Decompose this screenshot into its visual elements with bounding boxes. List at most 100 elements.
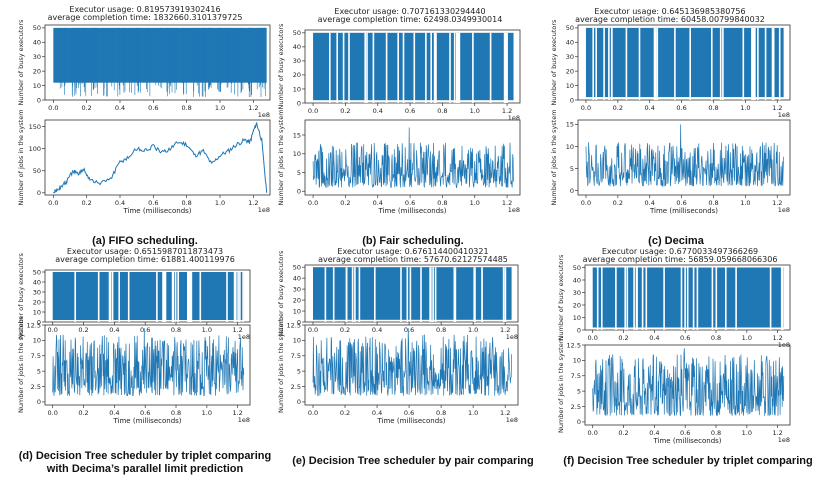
panel-d-caption-line2: with Decima’s parallel limit prediction	[46, 463, 244, 475]
panel-b-jobs-xtick-label: 0.2	[340, 199, 350, 207]
panel-d-jobs-xtick-label: 1.2	[232, 409, 242, 417]
panel-b-executors-xtick-label: 0.8	[437, 107, 447, 115]
panel-b-caption: (b) Fair scheduling.	[362, 235, 464, 247]
panel-c-executors-ytick-label: 30	[566, 53, 574, 61]
panel-a-jobs-xtick-label: 1.0	[215, 199, 225, 207]
panel-a-jobs-ylabel: Number of jobs in the system	[17, 109, 25, 205]
panel-d-jobs-frame	[44, 324, 251, 406]
panel-b-jobs-xtick-label: 1.0	[470, 199, 480, 207]
panel-e-jobs-xtick-label: 1.0	[468, 409, 478, 417]
panel-a-executors-ytick-label: 30	[33, 53, 41, 61]
panel-d-executors-ylabel: Number of busy executors	[17, 252, 25, 338]
panel-d-jobs-xtick-label: 0.4	[109, 409, 119, 417]
panel-b-executors-ytick-label: 50	[293, 29, 301, 37]
panel-d-executors-ytick-label: 10	[33, 308, 41, 316]
panel-d-jobs-xtick-label: 1.0	[202, 409, 212, 417]
panel-e-jobs-xscale: 1e8	[506, 416, 518, 424]
panel-e-executors-xtick-label: 1.2	[500, 326, 510, 334]
panel-c-jobs-xtick-label: 0.0	[581, 199, 591, 207]
panel-a-jobs-frame	[44, 119, 271, 196]
panel-a-caption: (a) FIFO scheduling.	[92, 235, 198, 247]
panel-a-title-completion: average completion time: 1832660.3101379…	[47, 13, 243, 22]
panel-d-jobs-xscale: 1e8	[238, 416, 250, 424]
panel-e-jobs-ytick-label: 0	[297, 398, 301, 406]
panel-e-jobs-ytick-label: 7.5	[291, 352, 301, 360]
panel-b-jobs-line	[312, 127, 514, 189]
panel-e-jobs-xlabel: Time (milliseconds)	[376, 417, 445, 425]
panel-c-executors-ytick-label: 40	[566, 39, 574, 47]
panel-c-jobs-xlabel: Time (milliseconds)	[649, 207, 718, 215]
panel-f-title-usage: Executor usage: 0.6770033497366269	[601, 247, 759, 256]
panel-e-executors-xtick-label: 0.6	[404, 326, 414, 334]
panel-e-executors-xtick-label: 0.0	[308, 326, 318, 334]
panel-b-jobs-ylabel: Number of jobs in the system	[277, 109, 285, 205]
panel-c-executors-ytick-label: 50	[566, 24, 574, 32]
panel-f-jobs-xscale: 1e8	[778, 436, 790, 444]
panel-b-jobs-xscale: 1e8	[508, 206, 520, 214]
panel-d-jobs-ytick-label: 12.5	[27, 321, 41, 329]
panel-b-jobs-xtick-label: 1.2	[502, 199, 512, 207]
panel-d-jobs-xtick-label: 0.0	[48, 409, 58, 417]
panel-b-executors-ytick-label: 0	[297, 99, 301, 107]
panel-f-executors-xtick-label: 0.4	[649, 334, 659, 342]
panel-b-jobs-ytick-label: 10	[293, 150, 301, 158]
panel-a-jobs-xtick-label: 0.6	[148, 199, 158, 207]
panel-a-executors-ytick-label: 50	[33, 24, 41, 32]
panel-d-executors-xtick-label: 1.2	[232, 326, 242, 334]
panel-c-title-completion: average completion time: 60458.007998400…	[575, 15, 765, 24]
panel-d-executors-xtick-label: 0.6	[140, 326, 150, 334]
panel-c-executors-ytick-label: 0	[570, 96, 574, 104]
panel-b-executors-ytick-label: 30	[293, 57, 301, 65]
panel-f-executors-ytick-label: 30	[573, 289, 581, 297]
panel-c-executors-ylabel: Number of busy executors	[550, 19, 558, 105]
panel-d-executors-ytick-label: 40	[33, 278, 41, 286]
panel-a-jobs-xtick-label: 0.4	[115, 199, 125, 207]
panel-a-jobs-ytick-label: 50	[33, 167, 41, 175]
panel-a-executors-frame	[44, 24, 271, 101]
panel-c-jobs-ytick-label: 10	[566, 143, 574, 151]
panel-a-jobs-xtick-label: 0.2	[81, 199, 91, 207]
panel-d-executors-band	[52, 272, 244, 320]
panel-c-executors-gaps	[592, 27, 781, 100]
panel-c-jobs-xscale: 1e8	[778, 206, 790, 214]
panel-a-jobs-xtick-label: 1.2	[248, 199, 258, 207]
panel-e-executors-frame	[304, 264, 519, 323]
panel-f-title-completion: average completion time: 56859.059668066…	[582, 255, 778, 264]
panel-e-jobs-xtick-label: 0.2	[340, 409, 350, 417]
panel-e-jobs-ytick-label: 12.5	[287, 321, 301, 329]
panel-a-jobs-ytick-label: 150	[29, 123, 41, 131]
panel-f-jobs-xtick-label: 0.4	[649, 429, 659, 437]
panel-a-executors-ylabel: Number of busy executors	[17, 19, 25, 105]
panel-e-executors-xtick-label: 0.8	[436, 326, 446, 334]
panel-f-jobs-frame	[584, 344, 791, 426]
panel-f-jobs-xlabel: Time (milliseconds)	[652, 437, 721, 445]
panel-b-jobs-xtick-label: 0.6	[405, 199, 415, 207]
panel-b-jobs-frame	[304, 119, 521, 196]
panel-e-executors-ylabel: Number of busy executors	[277, 250, 285, 336]
panel-c-executors-xtick-label: 1.2	[772, 104, 782, 112]
panel-b-jobs-xtick-label: 0.0	[308, 199, 318, 207]
panel-d-title-completion: average completion time: 61881.400119976	[55, 255, 235, 264]
panel-a-executors-xtick-label: 0.0	[48, 104, 58, 112]
panel-e-caption: (e) Decision Tree scheduler by pair comp…	[292, 455, 534, 467]
panel-a-executors-xtick-label: 0.2	[81, 104, 91, 112]
panel-f-executors-xtick-label: 1.2	[772, 334, 782, 342]
panel-b-executors-xtick-label: 1.0	[470, 107, 480, 115]
panel-e-title-completion: average completion time: 57670.621275744…	[318, 255, 508, 264]
panel-e-jobs-xtick-label: 1.2	[500, 409, 510, 417]
panel-c-jobs-xtick-label: 0.8	[708, 199, 718, 207]
panel-e-executors-ytick-label: 20	[293, 296, 301, 304]
panel-c-title-usage: Executor usage: 0.645136985380756	[594, 7, 746, 16]
panel-a-executors-ytick-label: 0	[37, 96, 41, 104]
panel-f-executors-ytick-label: 10	[573, 314, 581, 322]
panel-d-executors-ytick-label: 20	[33, 298, 41, 306]
panel-a-executors-ytick-label: 20	[33, 67, 41, 75]
panel-f-jobs-ytick-label: 7.5	[571, 372, 581, 380]
panel-e-executors-ytick-label: 10	[293, 307, 301, 315]
panel-f-executors-ylabel: Number of busy executors	[557, 254, 565, 340]
panel-f-jobs-xtick-label: 0.2	[618, 429, 628, 437]
panel-f-executors-xtick-label: 0.6	[680, 334, 690, 342]
panel-d-jobs-ytick-label: 2.5	[31, 383, 41, 391]
panel-d-jobs-ytick-label: 5	[37, 367, 41, 375]
panel-d-jobs-ylabel: Number of jobs in the system	[17, 317, 25, 413]
